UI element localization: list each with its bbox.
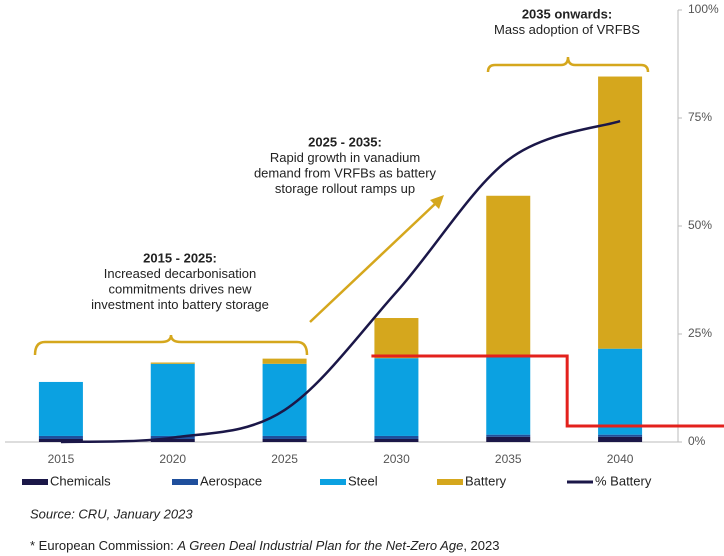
arrow-head [430, 195, 444, 209]
source: Source: CRU, January 2023 [30, 506, 193, 521]
legend-label: Aerospace [200, 473, 262, 488]
legend-swatch [437, 479, 463, 485]
footnote-part: A Green Deal Industrial Plan for the Net… [176, 538, 463, 553]
bar-segment [262, 438, 307, 442]
x-tick-label: 2040 [607, 452, 634, 466]
legend-label: Steel [348, 473, 378, 488]
bar-segment [38, 435, 83, 439]
arrow [309, 202, 437, 323]
bar-segment [374, 358, 419, 436]
bar-segment [486, 356, 531, 435]
y-tick-label: 50% [688, 218, 712, 232]
annotation-text: Rapid growth in vanadium [270, 150, 420, 165]
bar-segment [486, 434, 531, 437]
bar-segment [262, 358, 307, 364]
bar-segment [38, 381, 83, 436]
legend-label: Battery [465, 473, 507, 488]
brace [486, 56, 650, 73]
bar-segment [374, 435, 419, 439]
footnote: * European Commission: A Green Deal Indu… [30, 538, 499, 553]
footnote-part: , 2023 [463, 538, 499, 553]
legend-swatch [320, 479, 346, 485]
annotation-text: Mass adoption of VRFBS [494, 22, 640, 37]
brace [33, 334, 309, 356]
x-tick-label: 2020 [159, 452, 186, 466]
bar-segment [150, 438, 195, 442]
annotation-title: 2025 - 2035: [308, 134, 382, 149]
bar-segment [262, 435, 307, 439]
legend-swatch [22, 479, 48, 485]
y-tick-label: 100% [688, 2, 719, 16]
bar-segment [486, 195, 531, 357]
bar-segment [598, 434, 643, 437]
bar-segment [598, 436, 643, 442]
bar-segment [150, 362, 195, 364]
y-tick-label: 75% [688, 110, 712, 124]
legend-label: % Battery [595, 473, 652, 488]
bar-segment [374, 318, 419, 359]
bar-segment [598, 348, 643, 435]
bar-segment [486, 436, 531, 442]
y-tick-label: 0% [688, 434, 706, 448]
x-tick-label: 2015 [48, 452, 75, 466]
line [60, 119, 621, 444]
annotation-text: investment into battery storage [91, 297, 269, 312]
annotation-text: storage rollout ramps up [275, 181, 415, 196]
annotation-text: commitments drives new [108, 281, 252, 296]
x-tick-label: 2025 [271, 452, 298, 466]
annotation-text: Increased decarbonisation [104, 266, 257, 281]
bar-segment [150, 363, 195, 436]
bar-segment [598, 76, 643, 349]
x-tick-label: 2035 [495, 452, 522, 466]
annotation-title: 2035 onwards: [522, 6, 612, 21]
annotation-text: demand from VRFBs as battery [254, 165, 437, 180]
legend-label: Chemicals [50, 473, 111, 488]
annotation-title: 2015 - 2025: [143, 250, 217, 265]
x-tick-label: 2030 [383, 452, 410, 466]
y-tick-label: 25% [688, 326, 712, 340]
bar-segment [374, 438, 419, 442]
step-line [371, 354, 724, 428]
bar-segment [38, 438, 83, 442]
legend-swatch [172, 479, 198, 485]
footnote-part: * European Commission: [30, 538, 177, 553]
